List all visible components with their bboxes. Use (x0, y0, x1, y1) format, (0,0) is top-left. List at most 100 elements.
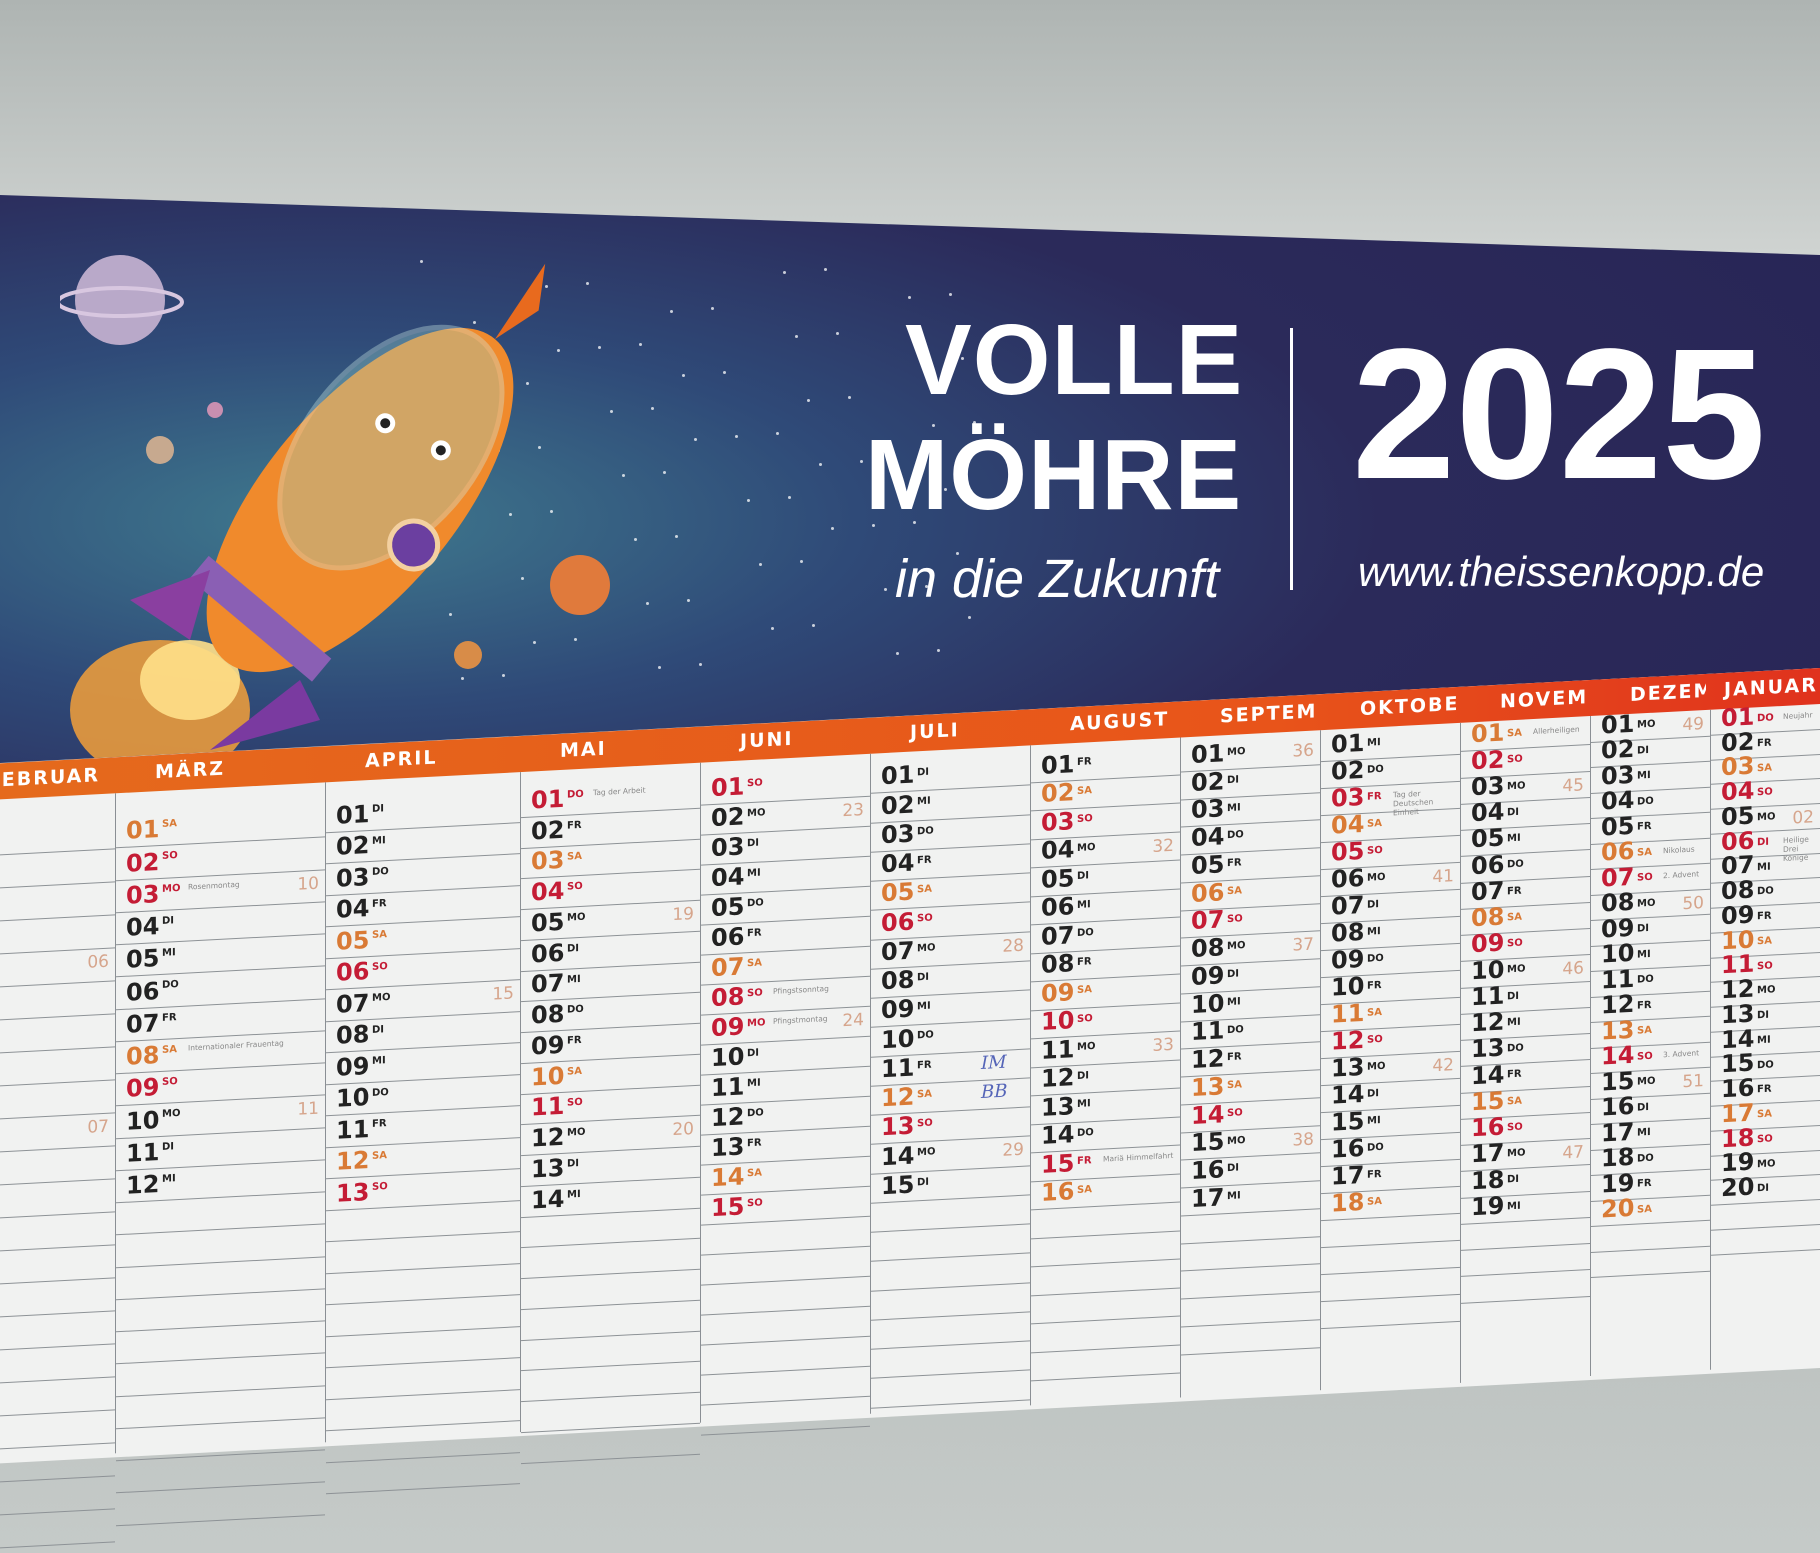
star (533, 641, 536, 644)
weekday-label: MI (567, 973, 581, 986)
weekday-label: SO (1757, 959, 1773, 972)
day-number: 08 (711, 982, 745, 1013)
weekday-label: DI (747, 1047, 760, 1060)
day-number: 17 (1191, 1182, 1225, 1213)
weekday-label: MI (1077, 898, 1091, 911)
star (622, 474, 625, 477)
weekday-label: SA (1227, 1079, 1242, 1092)
holiday-label: Allerheiligen (1533, 724, 1580, 737)
weekday-label: FR (1637, 1177, 1652, 1190)
day-number: 07 (1191, 905, 1225, 936)
weekday-label: MI (1637, 948, 1651, 961)
month-column: 01 MI 02 DO 03 FR Tag der Deutschen Einheit 04 S… (1320, 722, 1460, 1391)
weekday-label: SA (1077, 1183, 1092, 1196)
day-number: 16 (1191, 1155, 1225, 1185)
day-number: 13 (336, 1177, 370, 1208)
weekday-label: MO (917, 941, 936, 954)
day-number: 14 (881, 1140, 915, 1171)
day-number: 05 (336, 925, 370, 956)
day-number: 13 (1191, 1071, 1225, 1102)
day-number: 10 (336, 1083, 370, 1113)
star (913, 521, 916, 524)
weekday-label: SO (747, 1197, 763, 1210)
weekday-label: MI (372, 834, 386, 847)
week-number: 38 (1292, 1129, 1314, 1151)
weekday-label: SA (372, 1149, 387, 1162)
day-number: 01 (1191, 738, 1225, 769)
weekday-label: SA (1507, 1095, 1522, 1107)
year: 2025 (1352, 311, 1766, 518)
day-number: 04 (531, 876, 565, 907)
day-number: 12 (881, 1082, 915, 1113)
star (538, 446, 541, 449)
day-number: 05 (711, 892, 745, 923)
star (509, 513, 512, 516)
day-number: 06 (1191, 877, 1225, 908)
weekday-label: DI (372, 803, 385, 815)
day-number: 11 (1331, 998, 1365, 1029)
weekday-label: MO (1507, 963, 1526, 976)
weekday-label: MI (1757, 1034, 1771, 1047)
weekday-label: SA (162, 818, 177, 830)
weekday-label: FR (1077, 756, 1092, 768)
star (949, 293, 952, 296)
calendar-grid: FEBRUAR 06 07 MÄRZ 01 SA 02 SO 03 MO Rosenmontag 10… (0, 668, 1820, 1553)
star (800, 560, 803, 563)
day-number: 02 (1041, 778, 1075, 808)
title-line-1: VOLLE (905, 304, 1244, 416)
day-number: 04 (126, 912, 160, 942)
day-number: 01 (336, 799, 370, 830)
day-number: 06 (1041, 892, 1075, 922)
weekday-label: DI (1757, 1182, 1770, 1195)
star (836, 332, 839, 335)
weekday-label: SO (1227, 912, 1243, 925)
weekday-label: DO (1227, 1023, 1244, 1036)
day-number: 08 (1191, 933, 1225, 963)
weekday-label: DO (1077, 927, 1094, 939)
weekday-label: MO (372, 991, 391, 1004)
star (682, 374, 685, 377)
weekday-label: SO (1367, 844, 1383, 857)
star (807, 399, 810, 402)
star (663, 471, 666, 474)
subtitle: in die Zukunft (895, 549, 1220, 609)
day-number: 16 (1041, 1177, 1075, 1207)
week-number: 32 (1152, 835, 1174, 857)
website-url: www.theissenkopp.de (1358, 548, 1765, 595)
weekday-label: DO (1637, 973, 1654, 986)
day-number: 01 (1041, 749, 1075, 780)
carrot-rocket-illustration (60, 255, 610, 760)
holiday-label: Pfingstsonntag (773, 983, 829, 996)
empty-row (0, 1508, 115, 1553)
weekday-label: DI (567, 942, 580, 955)
day-number: 03 (1191, 794, 1225, 825)
weekday-label: DI (1637, 744, 1650, 757)
weekday-label: MI (917, 795, 931, 808)
weekday-label: SA (1367, 817, 1382, 830)
week-number: 28 (1002, 935, 1024, 957)
weekday-label: SA (747, 1167, 762, 1180)
weekday-label: FR (1507, 885, 1522, 897)
weekday-label: DI (1757, 836, 1770, 849)
weekday-label: DI (1757, 1009, 1770, 1022)
weekday-label: FR (567, 1034, 582, 1047)
day-number: 07 (1471, 876, 1505, 907)
weekday-label: DI (1077, 870, 1090, 882)
day-number: 08 (126, 1041, 160, 1071)
day-number: 14 (1331, 1079, 1365, 1110)
weekday-label: MO (1077, 1040, 1096, 1053)
weekday-label: FR (1637, 820, 1652, 833)
day-number: 13 (881, 1111, 915, 1142)
star (831, 527, 834, 530)
day-number: 05 (126, 944, 160, 975)
star (598, 346, 601, 349)
weekday-label: FR (567, 819, 582, 832)
weekday-label: SO (1757, 786, 1773, 799)
weekday-label: FR (1227, 1051, 1242, 1064)
day-number: 04 (336, 894, 370, 924)
weekday-label: SA (1757, 1108, 1772, 1121)
weekday-label: DI (162, 1140, 175, 1153)
day-number: 09 (531, 1030, 565, 1061)
day-number: 02 (1471, 745, 1505, 775)
star (812, 624, 815, 627)
